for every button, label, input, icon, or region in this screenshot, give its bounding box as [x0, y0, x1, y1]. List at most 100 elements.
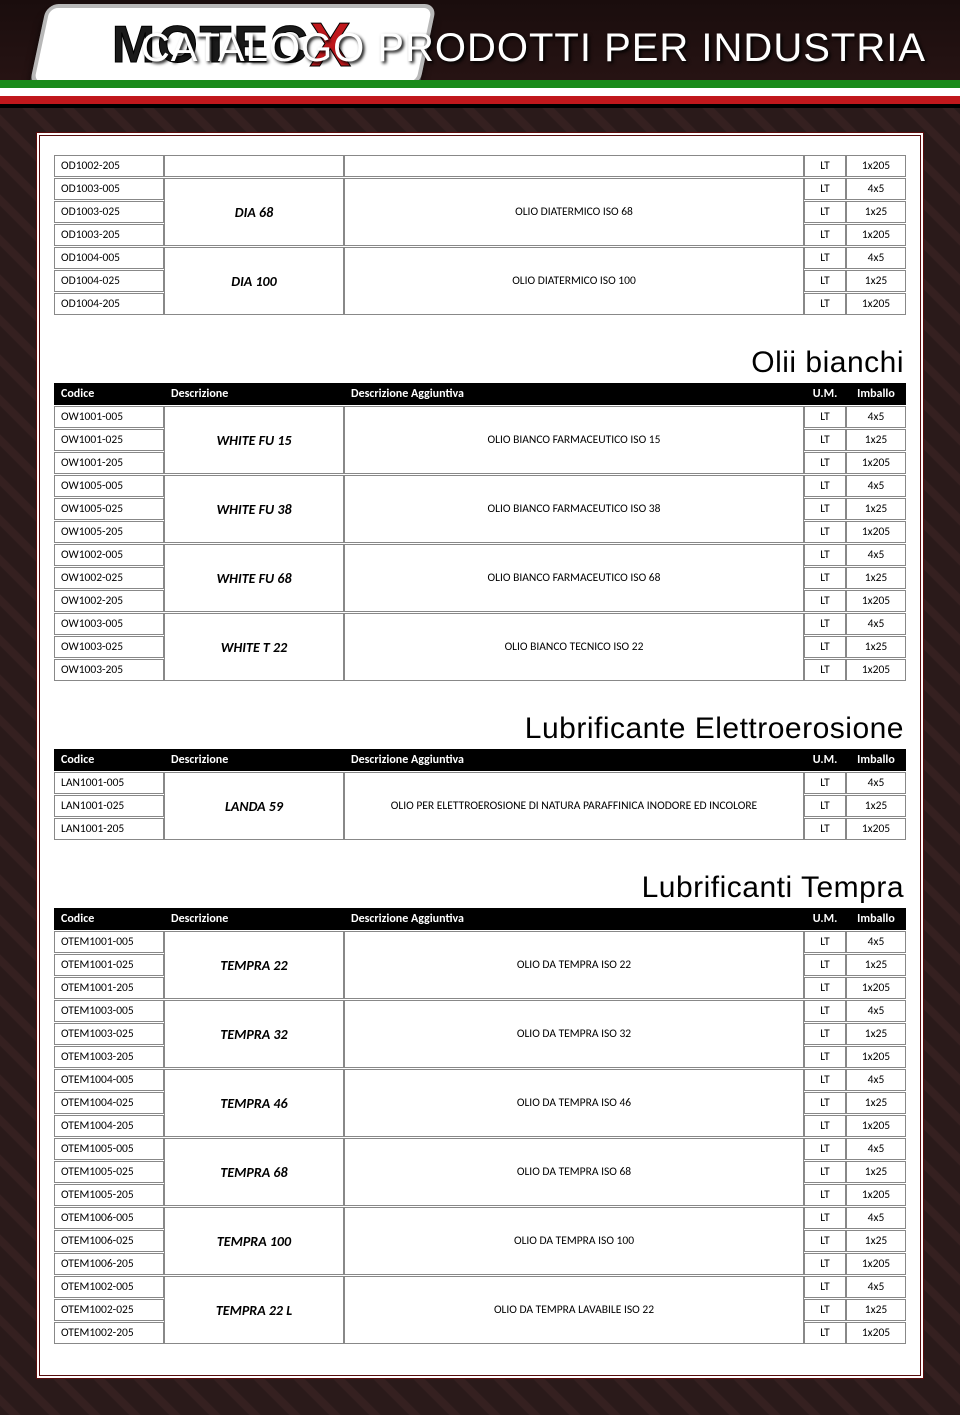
cell-um: LT	[804, 224, 846, 246]
cell-pack: 4x5	[846, 931, 906, 953]
cell-extra: OLIO DIATERMICO ISO 100	[344, 247, 804, 315]
col-um: U.M.	[804, 749, 846, 771]
cell-extra: OLIO BIANCO FARMACEUTICO ISO 15	[344, 406, 804, 474]
cell-pack: 1x205	[846, 224, 906, 246]
cell-pack: 1x205	[846, 1046, 906, 1068]
product-table: CodiceDescrizioneDescrizione AggiuntivaU…	[54, 748, 906, 841]
cell-pack: 1x205	[846, 155, 906, 177]
cell-um: LT	[804, 795, 846, 817]
col-pack: Imballo	[846, 749, 906, 771]
table-row: OD1004-005DIA 100OLIO DIATERMICO ISO 100…	[54, 247, 906, 269]
cell-um: LT	[804, 475, 846, 497]
cell-code: OTEM1006-205	[54, 1253, 164, 1275]
col-code: Codice	[54, 749, 164, 771]
cell-pack: 4x5	[846, 1000, 906, 1022]
table-row: OTEM1002-005TEMPRA 22 LOLIO DA TEMPRA LA…	[54, 1276, 906, 1298]
table-row: OD1002-205 LT1x205	[54, 155, 906, 177]
cell-um: LT	[804, 155, 846, 177]
cell-code: OW1002-005	[54, 544, 164, 566]
table-row: LAN1001-005LANDA 59OLIO PER ELETTROEROSI…	[54, 772, 906, 794]
cell-pack: 1x205	[846, 590, 906, 612]
cell-pack: 4x5	[846, 1069, 906, 1091]
cell-um: LT	[804, 1207, 846, 1229]
cell-um: LT	[804, 1230, 846, 1252]
cell-code: OW1005-205	[54, 521, 164, 543]
cell-pack: 4x5	[846, 613, 906, 635]
cell-pack: 1x25	[846, 1299, 906, 1321]
table-row: OTEM1006-005TEMPRA 100OLIO DA TEMPRA ISO…	[54, 1207, 906, 1229]
cell-um: LT	[804, 1069, 846, 1091]
col-code: Codice	[54, 908, 164, 930]
cell-pack: 1x25	[846, 954, 906, 976]
cell-pack: 4x5	[846, 178, 906, 200]
cell-um: LT	[804, 201, 846, 223]
cell-code: OTEM1003-005	[54, 1000, 164, 1022]
cell-um: LT	[804, 1115, 846, 1137]
cell-code: OW1005-025	[54, 498, 164, 520]
table-row: OW1002-005WHITE FU 68OLIO BIANCO FARMACE…	[54, 544, 906, 566]
cell-um: LT	[804, 247, 846, 269]
col-desc: Descrizione	[164, 383, 344, 405]
cell-code: OTEM1005-205	[54, 1184, 164, 1206]
cell-code: OW1002-205	[54, 590, 164, 612]
table-header-row: CodiceDescrizioneDescrizione AggiuntivaU…	[54, 383, 906, 405]
col-extra: Descrizione Aggiuntiva	[344, 749, 804, 771]
cell-extra: OLIO BIANCO TECNICO ISO 22	[344, 613, 804, 681]
cell-pack: 1x25	[846, 1092, 906, 1114]
cell-pack: 4x5	[846, 772, 906, 794]
cell-code: OTEM1005-025	[54, 1161, 164, 1183]
cell-desc: WHITE FU 68	[164, 544, 344, 612]
cell-pack: 1x25	[846, 1023, 906, 1045]
table-row: OW1003-005WHITE T 22OLIO BIANCO TECNICO …	[54, 613, 906, 635]
cell-desc: WHITE FU 15	[164, 406, 344, 474]
cell-extra: OLIO DA TEMPRA ISO 22	[344, 931, 804, 999]
cell-um: LT	[804, 590, 846, 612]
cell-pack: 4x5	[846, 475, 906, 497]
cell-pack: 4x5	[846, 1276, 906, 1298]
cell-pack: 4x5	[846, 406, 906, 428]
cell-um: LT	[804, 270, 846, 292]
cell-extra: OLIO DA TEMPRA ISO 68	[344, 1138, 804, 1206]
cell-um: LT	[804, 452, 846, 474]
cell-code: OD1004-205	[54, 293, 164, 315]
table-row: OTEM1003-005TEMPRA 32OLIO DA TEMPRA ISO …	[54, 1000, 906, 1022]
cell-code: OD1003-005	[54, 178, 164, 200]
cell-pack: 1x25	[846, 1230, 906, 1252]
table-row: OTEM1001-005TEMPRA 22OLIO DA TEMPRA ISO …	[54, 931, 906, 953]
cell-um: LT	[804, 429, 846, 451]
cell-um: LT	[804, 178, 846, 200]
col-um: U.M.	[804, 908, 846, 930]
cell-um: LT	[804, 1023, 846, 1045]
cell-um: LT	[804, 1299, 846, 1321]
cell-code: OW1001-205	[54, 452, 164, 474]
cell-desc: TEMPRA 32	[164, 1000, 344, 1068]
table-row: OTEM1004-005TEMPRA 46OLIO DA TEMPRA ISO …	[54, 1069, 906, 1091]
cell-extra: OLIO PER ELETTROEROSIONE DI NATURA PARAF…	[344, 772, 804, 840]
cell-pack: 1x25	[846, 567, 906, 589]
cell-code: OTEM1004-005	[54, 1069, 164, 1091]
cell-pack: 1x205	[846, 818, 906, 840]
cell-code: OTEM1002-025	[54, 1299, 164, 1321]
cell-pack: 1x205	[846, 977, 906, 999]
content-frame: OD1002-205LT1x205OD1003-005DIA 68OLIO DI…	[36, 132, 924, 1379]
cell-code: OD1002-205	[54, 155, 164, 177]
col-code: Codice	[54, 383, 164, 405]
cell-desc: WHITE T 22	[164, 613, 344, 681]
cell-code: OW1001-005	[54, 406, 164, 428]
cell-pack: 4x5	[846, 247, 906, 269]
cell-um: LT	[804, 1046, 846, 1068]
cell-code: OTEM1003-025	[54, 1023, 164, 1045]
cell-um: LT	[804, 1092, 846, 1114]
cell-desc: TEMPRA 68	[164, 1138, 344, 1206]
cell-um: LT	[804, 931, 846, 953]
cell-um: LT	[804, 544, 846, 566]
cell-um: LT	[804, 1161, 846, 1183]
cell-um: LT	[804, 772, 846, 794]
page-title: CATALOGO PRODOTTI PER INDUSTRIA	[141, 26, 926, 71]
cell-pack: 1x25	[846, 270, 906, 292]
cell-pack: 1x205	[846, 659, 906, 681]
cell-desc: DIA 100	[164, 247, 344, 315]
section-title: Lubrificanti Tempra	[54, 871, 904, 905]
cell-code: OD1004-025	[54, 270, 164, 292]
cell-um: LT	[804, 1184, 846, 1206]
